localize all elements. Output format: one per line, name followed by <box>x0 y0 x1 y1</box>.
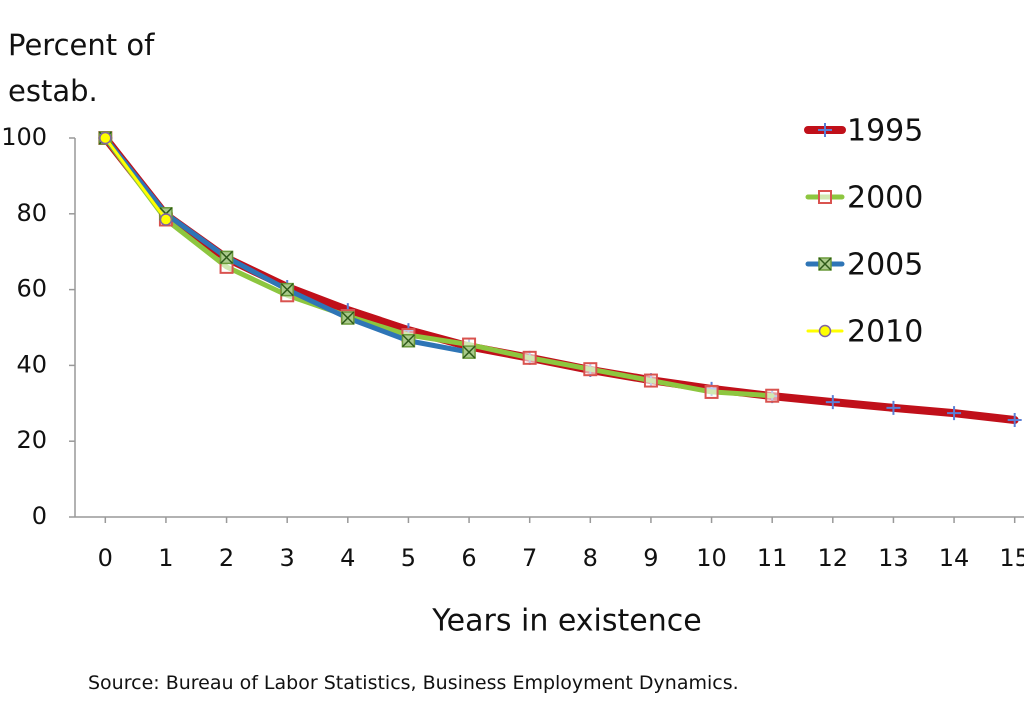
y-tick-label: 60 <box>16 275 47 303</box>
legend-label: 1995 <box>847 114 923 149</box>
data-point <box>99 131 112 145</box>
data-point <box>825 395 840 410</box>
data-point <box>522 350 537 365</box>
data-point <box>643 373 658 388</box>
source-note: Source: Bureau of Labor Statistics, Busi… <box>88 672 739 694</box>
x-tick-label: 5 <box>401 544 416 572</box>
x-tick-label: 13 <box>878 544 909 572</box>
x-tick-label: 2 <box>219 544 234 572</box>
x-tick-label: 8 <box>583 544 598 572</box>
data-point <box>159 213 173 226</box>
x-tick-label: 14 <box>939 544 970 572</box>
y-tick-label: 20 <box>16 426 47 454</box>
y-tick-label: 40 <box>16 350 47 378</box>
x-tick-label: 9 <box>643 544 658 572</box>
legend-marker <box>818 324 832 338</box>
legend-label: 2005 <box>847 248 923 283</box>
x-tick-label: 0 <box>98 544 113 572</box>
series-line <box>102 135 472 355</box>
x-tick-label: 11 <box>757 544 788 572</box>
data-point <box>462 345 476 359</box>
x-tick-label: 10 <box>696 544 727 572</box>
y-tick-label: 100 <box>1 123 47 151</box>
legend-marker <box>818 190 832 204</box>
data-point <box>704 384 719 399</box>
legend-label: 2010 <box>847 315 923 350</box>
series-line <box>103 136 168 221</box>
x-tick-label: 1 <box>158 544 173 572</box>
data-point <box>583 362 598 377</box>
x-tick-label: 6 <box>461 544 476 572</box>
data-point <box>765 388 780 403</box>
x-tick-label: 3 <box>280 544 295 572</box>
x-tick-label: 7 <box>522 544 537 572</box>
x-tick-label: 4 <box>340 544 355 572</box>
data-point <box>280 282 294 297</box>
x-tick-label: 15 <box>999 544 1024 572</box>
data-point <box>401 334 416 348</box>
y-axis-label: Percent of estab. <box>8 28 155 108</box>
data-point <box>1007 412 1022 427</box>
legend-marker <box>818 257 832 271</box>
legend-label: 2000 <box>847 181 923 216</box>
data-point <box>219 250 234 265</box>
y-tick-label: 0 <box>32 502 47 530</box>
data-point <box>947 406 962 421</box>
data-point <box>886 400 901 415</box>
x-tick-label: 12 <box>818 544 849 572</box>
series-line <box>102 135 775 399</box>
data-point <box>341 311 355 325</box>
legend-marker <box>818 123 832 137</box>
x-axis-label: Years in existence <box>431 604 701 639</box>
y-tick-label: 80 <box>16 199 47 227</box>
